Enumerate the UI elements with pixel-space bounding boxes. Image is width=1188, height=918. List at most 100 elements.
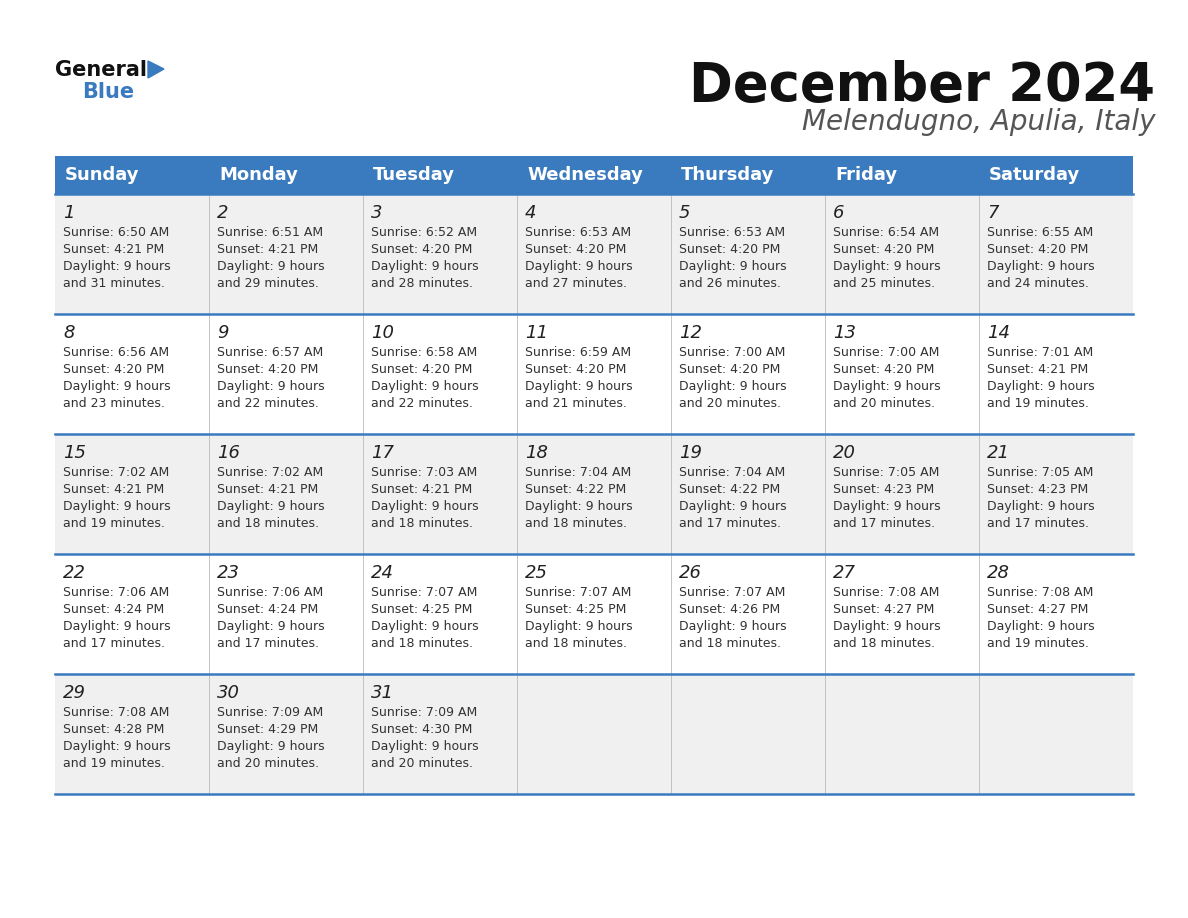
Text: Daylight: 9 hours: Daylight: 9 hours [371,620,479,633]
Text: Daylight: 9 hours: Daylight: 9 hours [63,380,171,393]
Text: Sunset: 4:26 PM: Sunset: 4:26 PM [680,603,781,616]
Text: Sunrise: 7:00 AM: Sunrise: 7:00 AM [833,346,940,359]
Text: Daylight: 9 hours: Daylight: 9 hours [63,620,171,633]
Text: Daylight: 9 hours: Daylight: 9 hours [987,620,1094,633]
Text: 3: 3 [371,204,383,222]
Text: Sunset: 4:21 PM: Sunset: 4:21 PM [63,243,164,256]
Text: Daylight: 9 hours: Daylight: 9 hours [217,380,324,393]
Text: and 18 minutes.: and 18 minutes. [833,637,935,650]
Text: and 18 minutes.: and 18 minutes. [525,637,627,650]
Text: 31: 31 [371,684,394,702]
Text: Sunrise: 7:07 AM: Sunrise: 7:07 AM [680,586,785,599]
Text: Daylight: 9 hours: Daylight: 9 hours [680,500,786,513]
Text: Saturday: Saturday [988,166,1080,184]
Text: December 2024: December 2024 [689,60,1155,112]
Text: Sunrise: 7:04 AM: Sunrise: 7:04 AM [680,466,785,479]
Bar [55,674,1133,794]
Text: Daylight: 9 hours: Daylight: 9 hours [217,740,324,753]
Text: Sunset: 4:25 PM: Sunset: 4:25 PM [525,603,626,616]
Text: Daylight: 9 hours: Daylight: 9 hours [833,380,941,393]
Text: and 25 minutes.: and 25 minutes. [833,277,935,290]
Text: and 23 minutes.: and 23 minutes. [63,397,165,410]
Text: 23: 23 [217,564,240,582]
Text: Sunset: 4:20 PM: Sunset: 4:20 PM [525,243,626,256]
Text: Daylight: 9 hours: Daylight: 9 hours [63,500,171,513]
Text: Sunset: 4:21 PM: Sunset: 4:21 PM [987,363,1088,376]
Text: Sunset: 4:21 PM: Sunset: 4:21 PM [63,483,164,496]
Text: 13: 13 [833,324,857,342]
Text: 1: 1 [63,204,75,222]
Text: Daylight: 9 hours: Daylight: 9 hours [680,260,786,273]
Text: 30: 30 [217,684,240,702]
Text: Daylight: 9 hours: Daylight: 9 hours [987,500,1094,513]
Text: Wednesday: Wednesday [527,166,643,184]
Text: Sunset: 4:25 PM: Sunset: 4:25 PM [371,603,473,616]
Text: and 17 minutes.: and 17 minutes. [987,517,1089,530]
Text: Sunrise: 7:01 AM: Sunrise: 7:01 AM [987,346,1093,359]
Bar [55,434,1133,554]
Text: 24: 24 [371,564,394,582]
Text: and 17 minutes.: and 17 minutes. [217,637,320,650]
Text: Daylight: 9 hours: Daylight: 9 hours [371,740,479,753]
Text: Daylight: 9 hours: Daylight: 9 hours [987,380,1094,393]
Text: Sunset: 4:27 PM: Sunset: 4:27 PM [987,603,1088,616]
Text: 21: 21 [987,444,1010,462]
Text: Daylight: 9 hours: Daylight: 9 hours [63,260,171,273]
Text: and 20 minutes.: and 20 minutes. [371,757,473,770]
Text: 15: 15 [63,444,86,462]
Text: Sunrise: 7:03 AM: Sunrise: 7:03 AM [371,466,478,479]
Text: and 18 minutes.: and 18 minutes. [371,637,473,650]
Text: 10: 10 [371,324,394,342]
Text: Sunrise: 7:09 AM: Sunrise: 7:09 AM [371,706,478,719]
Text: and 26 minutes.: and 26 minutes. [680,277,781,290]
Text: Sunrise: 7:06 AM: Sunrise: 7:06 AM [63,586,169,599]
Text: 20: 20 [833,444,857,462]
Bar [55,156,1133,194]
Text: Sunset: 4:22 PM: Sunset: 4:22 PM [680,483,781,496]
Text: 4: 4 [525,204,537,222]
Text: and 31 minutes.: and 31 minutes. [63,277,165,290]
Text: and 21 minutes.: and 21 minutes. [525,397,627,410]
Text: Sunrise: 6:56 AM: Sunrise: 6:56 AM [63,346,169,359]
Text: and 18 minutes.: and 18 minutes. [371,517,473,530]
Text: Sunset: 4:22 PM: Sunset: 4:22 PM [525,483,626,496]
Text: Sunrise: 7:07 AM: Sunrise: 7:07 AM [371,586,478,599]
Text: Sunrise: 6:52 AM: Sunrise: 6:52 AM [371,226,478,239]
Text: Sunset: 4:28 PM: Sunset: 4:28 PM [63,723,164,736]
Text: and 20 minutes.: and 20 minutes. [833,397,935,410]
Text: Daylight: 9 hours: Daylight: 9 hours [987,260,1094,273]
Text: and 29 minutes.: and 29 minutes. [217,277,318,290]
Text: Melendugno, Apulia, Italy: Melendugno, Apulia, Italy [802,108,1155,136]
Text: and 19 minutes.: and 19 minutes. [63,757,165,770]
Text: 19: 19 [680,444,702,462]
Text: Daylight: 9 hours: Daylight: 9 hours [833,500,941,513]
Text: Sunset: 4:24 PM: Sunset: 4:24 PM [217,603,318,616]
Text: Sunset: 4:23 PM: Sunset: 4:23 PM [987,483,1088,496]
Text: and 18 minutes.: and 18 minutes. [525,517,627,530]
Text: Tuesday: Tuesday [373,166,455,184]
Text: 9: 9 [217,324,228,342]
Text: Sunrise: 7:00 AM: Sunrise: 7:00 AM [680,346,785,359]
Text: 14: 14 [987,324,1010,342]
Text: Daylight: 9 hours: Daylight: 9 hours [217,260,324,273]
Text: Sunrise: 7:04 AM: Sunrise: 7:04 AM [525,466,631,479]
Text: Daylight: 9 hours: Daylight: 9 hours [217,500,324,513]
Text: Sunset: 4:20 PM: Sunset: 4:20 PM [833,243,935,256]
Text: Sunrise: 6:53 AM: Sunrise: 6:53 AM [525,226,631,239]
Text: Sunset: 4:20 PM: Sunset: 4:20 PM [525,363,626,376]
Bar [55,194,1133,314]
Text: 22: 22 [63,564,86,582]
Text: Daylight: 9 hours: Daylight: 9 hours [833,620,941,633]
Text: 27: 27 [833,564,857,582]
Text: Sunday: Sunday [65,166,139,184]
Text: Daylight: 9 hours: Daylight: 9 hours [525,500,633,513]
Text: Sunrise: 7:06 AM: Sunrise: 7:06 AM [217,586,323,599]
Text: 18: 18 [525,444,548,462]
Text: Sunrise: 6:53 AM: Sunrise: 6:53 AM [680,226,785,239]
Text: 11: 11 [525,324,548,342]
Text: Monday: Monday [219,166,298,184]
Text: Sunrise: 7:09 AM: Sunrise: 7:09 AM [217,706,323,719]
Text: 28: 28 [987,564,1010,582]
Text: Sunrise: 6:50 AM: Sunrise: 6:50 AM [63,226,169,239]
Text: Daylight: 9 hours: Daylight: 9 hours [525,620,633,633]
